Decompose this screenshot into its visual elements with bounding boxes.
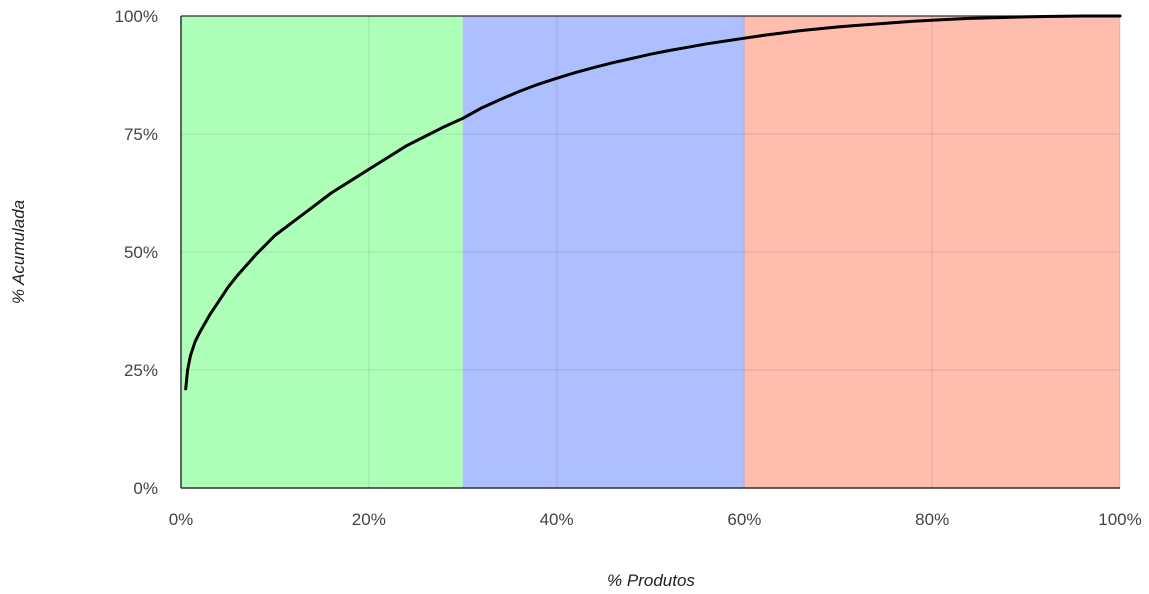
x-tick-label: 100% [1098, 510, 1141, 529]
band-0 [181, 16, 463, 488]
x-tick-label: 20% [352, 510, 386, 529]
y-tick-label: 0% [133, 479, 158, 498]
band-2 [744, 16, 1120, 488]
y-tick-label: 25% [124, 361, 158, 380]
series-line-0 [184, 14, 1122, 391]
y-tick-label: 75% [124, 125, 158, 144]
x-tick-label: 40% [540, 510, 574, 529]
x-tick-label: 80% [915, 510, 949, 529]
x-axis-title: % Produtos [607, 571, 695, 590]
grid-lines [180, 15, 1121, 489]
y-tick-label: 50% [124, 243, 158, 262]
x-tick-labels: 0% 20% 40% 60% 80% 100% [169, 510, 1142, 529]
y-tick-label: 100% [115, 7, 158, 26]
y-axis-title: % Acumulada [9, 200, 28, 304]
series-layer [184, 14, 1122, 391]
x-tick-label: 0% [169, 510, 194, 529]
axes [180, 15, 1120, 489]
y-tick-labels: 0% 25% 50% 75% 100% [115, 7, 158, 498]
x-tick-label: 60% [727, 510, 761, 529]
